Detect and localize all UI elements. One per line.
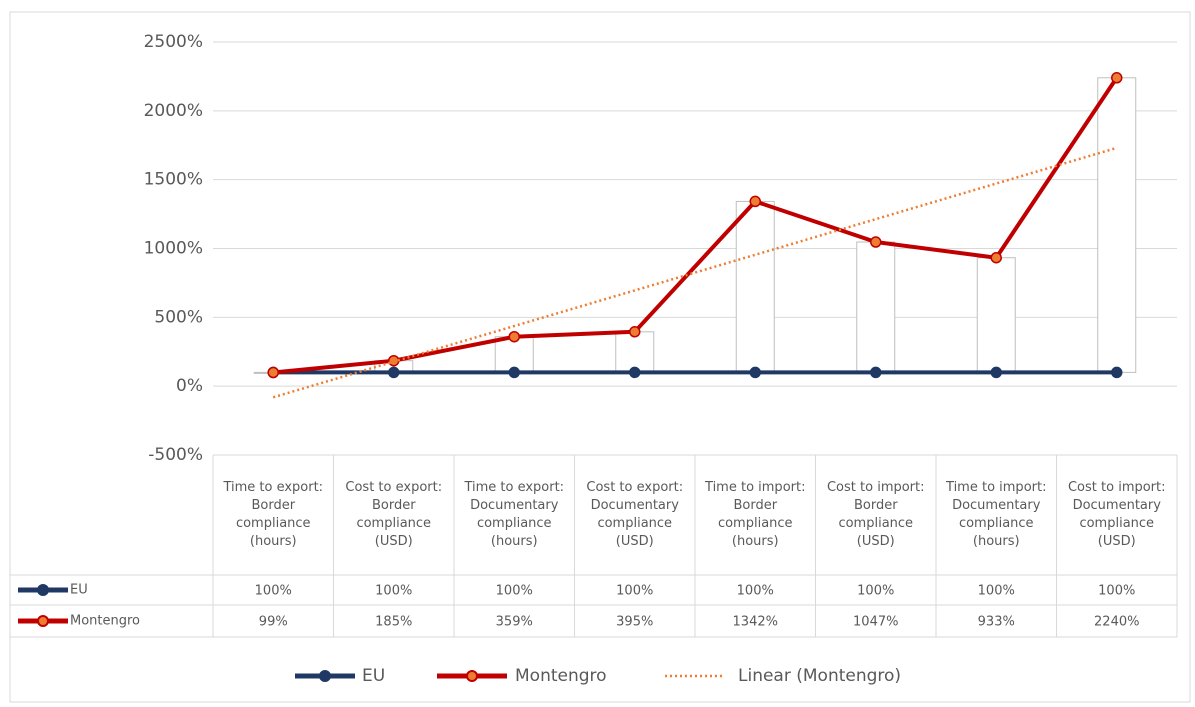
up-down-bar [1097,77,1137,373]
data-label: 100% [616,584,653,599]
data-label: 395% [616,615,653,630]
data-label: 100% [375,584,412,599]
x-tick-label: Cost to import: Documentary compliance (… [1067,480,1166,549]
y-tick-label: 1000% [144,239,203,259]
trendline [272,146,1118,399]
legend-marker [319,670,331,682]
point [267,366,279,379]
data-label: 100% [737,584,774,599]
table-row-label: EU [70,583,88,598]
x-tick-label: Cost to import: Border compliance (USD) [826,480,925,549]
data-label: 359% [496,615,533,630]
point [629,366,641,379]
point [749,195,761,208]
point [629,326,641,338]
data-label: 100% [1098,584,1135,599]
legend-marker [37,615,49,627]
x-tick-label: Time to export: Documentary compliance (… [464,480,565,549]
x-tick-label: Time to import: Border compliance (hours… [705,480,806,549]
data-label: 1342% [733,615,778,630]
legend-label: EU [362,666,385,686]
y-tick-label: 2500% [144,32,203,52]
up-down-bar [735,200,775,373]
chart-frame [9,11,1191,703]
y-tick-label: 0% [176,376,203,396]
x-tick-label: Time to import: Documentary compliance (… [946,480,1047,549]
up-down-bar [976,257,1016,373]
y-tick-label: 2000% [144,101,203,121]
point [870,236,882,248]
x-tick-label: Cost to export: Border compliance (USD) [345,480,443,549]
data-label: 99% [259,615,288,630]
table-row-label: Montengro [70,614,140,629]
up-down-bar [615,331,655,373]
point [388,366,400,379]
data-label: 100% [255,584,292,599]
point [870,366,882,379]
point [508,366,520,379]
legend-marker [37,584,49,596]
y-tick-label: 1500% [144,170,203,190]
up-down-bar [856,241,896,373]
data-label: 100% [857,584,894,599]
y-tick-label: -500% [148,445,203,465]
point [1111,72,1123,84]
point [508,330,520,343]
data-label: 185% [375,615,412,630]
data-label: 2240% [1094,615,1139,630]
legend-label: Montengro [515,666,607,686]
point [1111,366,1123,379]
data-label: 933% [978,615,1015,630]
data-label: 100% [978,584,1015,599]
x-tick-label: Cost to export: Documentary compliance (… [586,480,684,549]
legend-marker [466,670,478,682]
y-tick-label: 500% [154,307,203,327]
point [749,366,761,379]
legend-label: Linear (Montengro) [738,666,901,686]
x-tick-label: Time to export: Border compliance (hours… [223,480,324,549]
point [990,251,1002,264]
data-label: 1047% [853,615,898,630]
data-label: 100% [496,584,533,599]
point [990,366,1002,379]
